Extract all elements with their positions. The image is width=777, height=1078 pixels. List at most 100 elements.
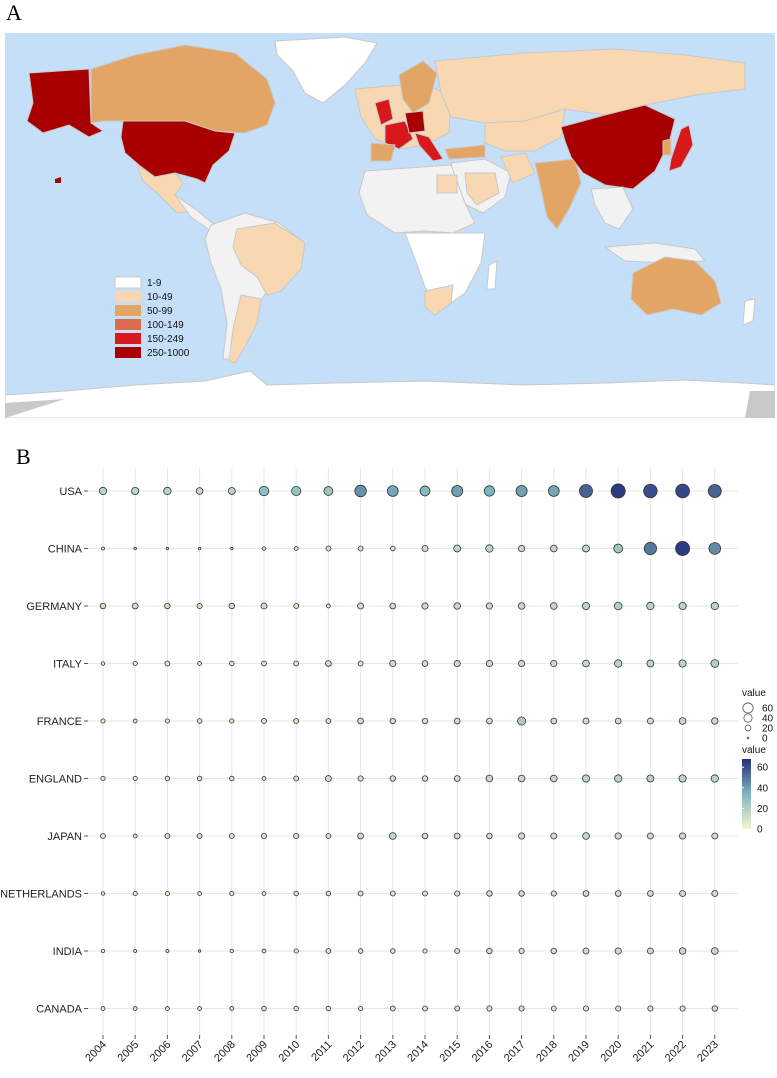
data-point <box>710 659 720 668</box>
data-point <box>582 1005 590 1012</box>
data-point <box>133 546 137 551</box>
data-point <box>324 775 332 782</box>
data-point <box>550 890 557 897</box>
size-legend-title: value <box>742 688 766 699</box>
data-point <box>419 485 431 497</box>
legend-item: 10-49 <box>115 291 173 303</box>
x-tick-label: 2017 <box>502 1039 528 1065</box>
data-point <box>132 1006 138 1011</box>
data-point <box>293 1005 299 1012</box>
data-point <box>354 484 367 498</box>
data-point <box>228 833 235 839</box>
data-point <box>358 1005 364 1012</box>
data-point <box>550 947 557 955</box>
data-point <box>197 1006 202 1011</box>
data-point <box>711 717 719 725</box>
data-point <box>679 1005 686 1012</box>
x-tick-label: 2005 <box>116 1039 142 1065</box>
data-point <box>518 659 526 668</box>
data-point <box>261 660 267 667</box>
data-point <box>614 947 622 955</box>
data-point <box>711 832 719 840</box>
data-point <box>582 890 590 897</box>
data-point <box>325 718 332 724</box>
data-point <box>291 485 302 497</box>
data-point <box>711 947 719 955</box>
data-point <box>582 947 590 955</box>
data-point <box>485 602 493 610</box>
data-point <box>647 890 654 897</box>
data-point <box>451 485 464 497</box>
data-point <box>579 484 593 498</box>
x-tick-label: 2021 <box>631 1039 657 1065</box>
data-point <box>550 832 558 840</box>
country-egypt <box>436 174 458 194</box>
data-point <box>229 1006 235 1011</box>
data-point <box>357 602 365 610</box>
legend-label: 50-99 <box>147 306 173 317</box>
data-point <box>326 603 331 609</box>
data-point <box>131 486 140 495</box>
color-legend-label: 40 <box>757 783 769 794</box>
x-tick-label: 2019 <box>566 1039 592 1065</box>
y-tick-label: CHINA <box>48 544 83 556</box>
data-point <box>646 717 654 725</box>
data-point <box>550 602 558 610</box>
country-argentina <box>228 294 262 364</box>
country-iran <box>500 152 536 184</box>
data-point <box>675 541 691 556</box>
data-point <box>678 659 687 668</box>
legend-label: 1-9 <box>147 278 162 289</box>
legend-item: 50-99 <box>115 305 173 317</box>
data-point <box>518 947 525 955</box>
africa-central <box>404 232 486 314</box>
country-korea <box>662 138 672 156</box>
data-point <box>357 832 364 840</box>
data-point <box>678 717 687 725</box>
legend-swatch <box>115 333 141 344</box>
data-point <box>646 832 654 840</box>
data-point <box>710 601 719 611</box>
legend-label: 150-249 <box>147 334 184 345</box>
data-point <box>227 487 236 495</box>
data-point <box>550 544 558 553</box>
country-china <box>560 104 676 190</box>
data-point <box>550 774 558 783</box>
data-point <box>454 1005 461 1012</box>
country-japan <box>668 124 694 172</box>
madagascar <box>486 260 498 290</box>
data-point <box>707 484 722 498</box>
data-point <box>614 774 623 783</box>
data-point <box>389 832 397 840</box>
data-point <box>100 1006 106 1011</box>
y-tick-label: NETHERLANDS <box>0 889 82 901</box>
size-legend-label: 40 <box>762 714 774 725</box>
data-point <box>164 660 171 667</box>
data-point <box>389 659 397 668</box>
hawaii <box>55 177 61 183</box>
data-point <box>678 774 687 783</box>
data-point <box>293 718 300 724</box>
data-point <box>131 602 139 610</box>
data-point <box>678 601 687 610</box>
legend-label: 100-149 <box>147 320 184 331</box>
legend-swatch <box>115 347 141 358</box>
data-point <box>422 948 428 954</box>
data-point <box>164 833 171 839</box>
data-point <box>325 660 332 667</box>
data-point <box>229 718 235 724</box>
data-point <box>515 485 528 497</box>
data-point <box>389 775 396 782</box>
world-map: 1-9 10-49 50-99 100-149 150-249 250-1000 <box>5 33 775 418</box>
data-point <box>614 659 623 668</box>
country-germany <box>404 110 426 134</box>
data-point <box>229 890 235 897</box>
data-point <box>132 718 138 724</box>
data-point <box>133 949 138 953</box>
data-point <box>453 659 461 668</box>
country-south-africa <box>424 284 454 316</box>
data-point <box>261 1005 267 1012</box>
x-tick-label: 2006 <box>148 1039 174 1065</box>
data-point <box>261 776 267 781</box>
data-point <box>389 1005 396 1012</box>
